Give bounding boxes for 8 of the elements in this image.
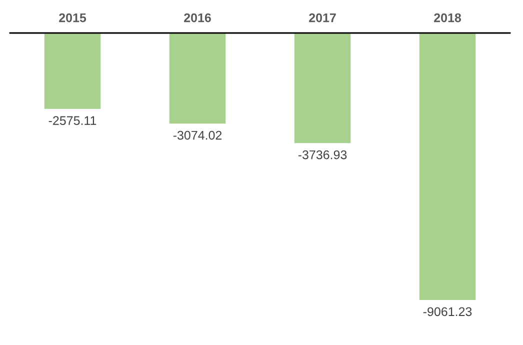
x-tick-label: 2015 <box>59 13 86 22</box>
data-label: -2575.11 <box>48 116 96 125</box>
x-tick-label: 2016 <box>184 13 211 22</box>
data-label: -3074.02 <box>173 130 222 140</box>
x-tick-label: 2017 <box>309 13 336 22</box>
x-tick-label: 2018 <box>434 13 462 22</box>
data-label: -9061.23 <box>423 307 472 316</box>
data-label: -3736.93 <box>298 150 347 160</box>
